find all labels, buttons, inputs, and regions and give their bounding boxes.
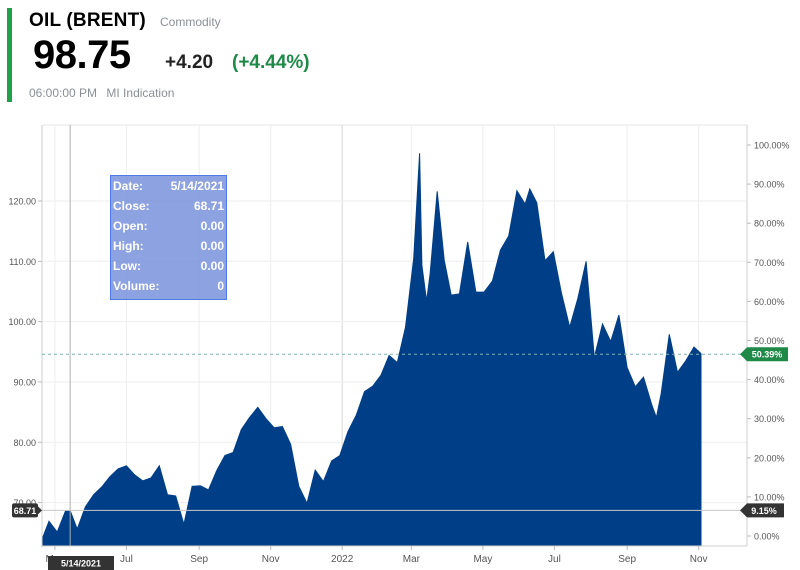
price-change: +4.20 (165, 52, 214, 73)
crosshair-pct-label: 9.15% (751, 506, 777, 516)
price-area-series (41, 153, 702, 547)
tooltip-row-date: Date: 5/14/2021 (111, 177, 226, 197)
pct-tick-label: 100.00% (754, 141, 790, 151)
tooltip-value: 0.00 (200, 239, 224, 253)
pct-tick-label: 0.00% (754, 532, 780, 542)
tooltip-key: Volume: (113, 279, 160, 293)
last-price-pct-label: 50.39% (752, 350, 783, 360)
x-tick-label: Jul (548, 554, 561, 565)
tooltip-key: Date: (113, 179, 144, 193)
crosshair-left-tag-arrow (38, 506, 42, 515)
crosshair-date-tag (48, 556, 114, 570)
x-tick-label: Sep (618, 554, 636, 565)
tooltip-value: 0.00 (200, 219, 224, 233)
tooltip-row-volume: Volume: 0 (111, 277, 226, 297)
data-tooltip: Date: 5/14/2021 Close: 68.71 Open: 0.00 … (110, 175, 227, 300)
tooltip-value: 0 (217, 279, 224, 293)
x-tick-label: 2022 (331, 554, 354, 565)
y-tick-label: 110.00 (9, 257, 36, 267)
y-tick-label: 100.00 (8, 317, 36, 327)
pct-tick-label: 50.00% (754, 336, 785, 346)
crosshair-left-tag (12, 503, 38, 518)
tooltip-key: Open: (113, 219, 148, 233)
tooltip-row-close: Close: 68.71 (111, 197, 226, 217)
tooltip-key: Close: (113, 199, 150, 213)
x-tick-label: Mar (403, 554, 421, 565)
pct-tick-label: 10.00% (754, 492, 785, 502)
instrument-name: OIL (BRENT) (29, 10, 146, 31)
x-tick-label: Nov (690, 554, 708, 565)
tooltip-value: 5/14/2021 (170, 179, 224, 193)
tooltip-key: Low: (113, 259, 141, 273)
tooltip-key: High: (113, 239, 144, 253)
tooltip-row-low: Low: 0.00 (111, 257, 226, 277)
pct-tick-label: 40.00% (754, 375, 785, 385)
pct-tick-label: 80.00% (754, 219, 785, 229)
y-tick-label: 80.00 (13, 438, 36, 448)
quote-indication: MI Indication (106, 86, 175, 100)
up-indicator-bar (7, 8, 12, 102)
pct-tick-label: 60.00% (754, 297, 785, 307)
pct-tick-label: 70.00% (754, 258, 785, 268)
y-tick-label: 120.00 (8, 196, 36, 206)
y-tick-label: 90.00 (13, 377, 36, 387)
x-tick-label: Jul (120, 554, 133, 565)
x-tick-label: May (473, 554, 492, 565)
last-price: 98.75 (33, 33, 131, 77)
pct-tick-label: 20.00% (754, 453, 785, 463)
crosshair-right-tag (740, 503, 784, 518)
price-change-percent: (+4.44%) (232, 52, 310, 73)
tooltip-row-high: High: 0.00 (111, 237, 226, 257)
y-tick-label: 70.00 (13, 498, 36, 508)
tooltip-value: 68.71 (193, 199, 224, 213)
x-tick-label: Sep (190, 554, 208, 565)
instrument-type: Commodity (160, 15, 221, 29)
pct-tick-label: 90.00% (754, 180, 785, 190)
crosshair-date-label: 5/14/2021 (61, 559, 101, 569)
crosshair-value-label: 68.71 (14, 506, 37, 516)
last-price-marker (740, 347, 788, 362)
x-tick-label: Nov (262, 554, 280, 565)
tooltip-row-open: Open: 0.00 (111, 217, 226, 237)
pct-tick-label: 30.00% (754, 414, 785, 424)
quote-timestamp: 06:00:00 PM MI Indication (29, 86, 180, 100)
quote-time: 06:00:00 PM (29, 86, 98, 100)
tooltip-value: 0.00 (200, 259, 224, 273)
